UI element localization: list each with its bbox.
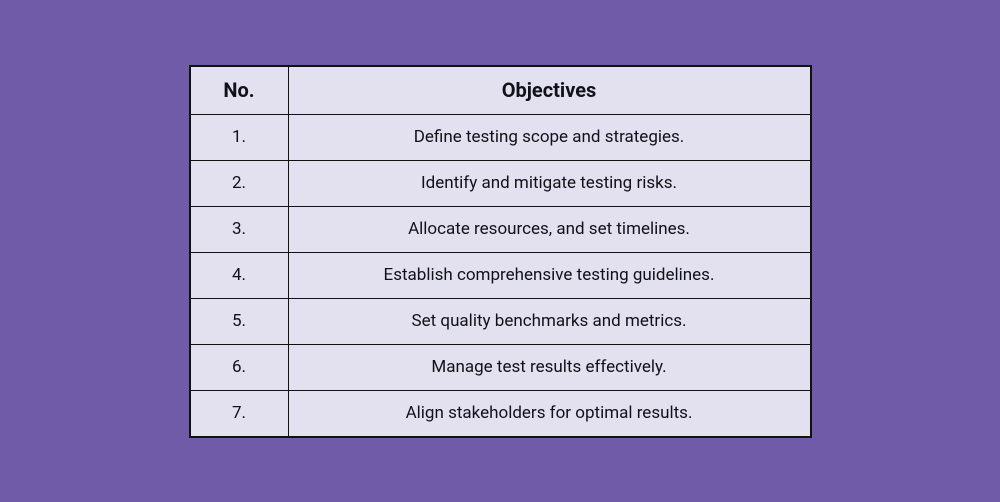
row-objective: Manage test results effectively.	[288, 344, 810, 390]
row-number: 6.	[190, 344, 288, 390]
row-objective: Establish comprehensive testing guidelin…	[288, 252, 810, 298]
table-row: 3. Allocate resources, and set timelines…	[190, 206, 810, 252]
row-objective: Allocate resources, and set timelines.	[288, 206, 810, 252]
objectives-table: No. Objectives 1. Define testing scope a…	[190, 66, 811, 437]
table-row: 5. Set quality benchmarks and metrics.	[190, 298, 810, 344]
column-header-no: No.	[190, 66, 288, 114]
table-row: 4. Establish comprehensive testing guide…	[190, 252, 810, 298]
row-number: 7.	[190, 390, 288, 436]
table-row: 6. Manage test results effectively.	[190, 344, 810, 390]
row-number: 2.	[190, 160, 288, 206]
row-objective: Define testing scope and strategies.	[288, 114, 810, 160]
table-header-row: No. Objectives	[190, 66, 810, 114]
row-number: 5.	[190, 298, 288, 344]
table-row: 1. Define testing scope and strategies.	[190, 114, 810, 160]
column-header-objectives: Objectives	[288, 66, 810, 114]
row-objective: Align stakeholders for optimal results.	[288, 390, 810, 436]
row-objective: Identify and mitigate testing risks.	[288, 160, 810, 206]
row-number: 1.	[190, 114, 288, 160]
row-objective: Set quality benchmarks and metrics.	[288, 298, 810, 344]
row-number: 4.	[190, 252, 288, 298]
table-row: 2. Identify and mitigate testing risks.	[190, 160, 810, 206]
row-number: 3.	[190, 206, 288, 252]
table-row: 7. Align stakeholders for optimal result…	[190, 390, 810, 436]
objectives-table-container: No. Objectives 1. Define testing scope a…	[189, 65, 812, 438]
